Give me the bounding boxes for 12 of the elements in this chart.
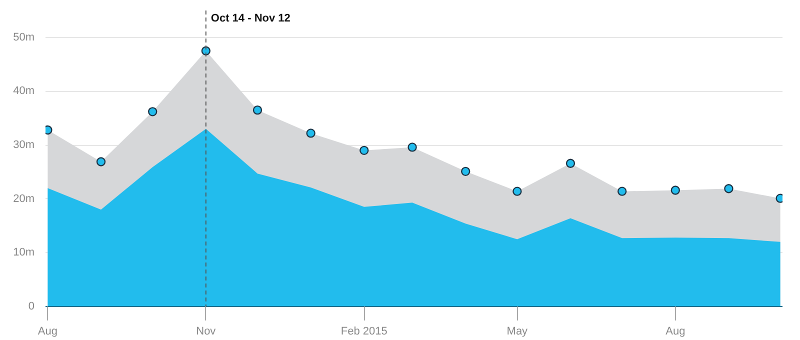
x-tick-label: Aug <box>38 326 58 338</box>
y-tick-label: 30m <box>13 139 35 152</box>
y-tick-label: 50m <box>13 31 35 44</box>
y-tick-label: 0 <box>28 300 35 312</box>
y-tick-label: 20m <box>13 192 35 205</box>
ref-line-label: Oct 14 - Nov 12 <box>210 12 290 24</box>
x-tick-label: Feb 2015 <box>340 326 388 338</box>
x-tick-label: Nov <box>196 326 216 338</box>
x-tick-label: Aug <box>666 326 686 338</box>
x-tick-label: May <box>506 326 528 338</box>
y-tick-label: 10m <box>13 246 35 259</box>
y-tick-label: 40m <box>13 85 35 98</box>
